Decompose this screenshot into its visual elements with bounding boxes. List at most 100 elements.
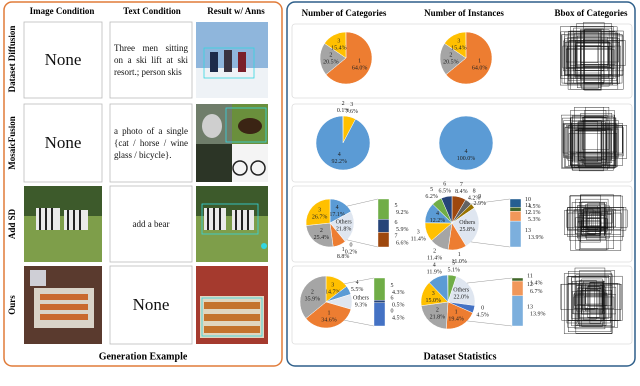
slice-name: 3 <box>350 102 353 108</box>
slice-label: 64.0% <box>352 65 368 71</box>
column-header: Image Condition <box>30 6 95 16</box>
slice-name: 1 <box>455 309 458 315</box>
slice-name: 2 <box>449 53 452 59</box>
bar-segment <box>373 302 386 327</box>
bbox-outline <box>566 276 611 324</box>
slice-label: 34.6% <box>321 318 337 324</box>
slice-name: 4 <box>436 211 439 217</box>
slice-label: 11.9% <box>427 270 442 276</box>
bbox-outline <box>562 45 621 69</box>
connector <box>466 277 513 284</box>
bar-name: 5 <box>395 203 398 209</box>
pie-slice <box>305 222 334 248</box>
slice-name: 5 <box>452 260 455 266</box>
slice-name: 6 <box>443 182 446 188</box>
bbox-outline <box>568 271 612 332</box>
bbox-outline <box>587 286 600 319</box>
bbox-outline <box>574 209 616 228</box>
bbox-outline <box>583 207 613 228</box>
slice-name: 2 <box>436 307 439 313</box>
slice-name: Others <box>459 220 476 226</box>
bbox-outline <box>575 198 609 250</box>
slice-label: 64.0% <box>472 65 488 71</box>
bbox-outline <box>576 23 612 83</box>
bbox-outline <box>569 117 617 166</box>
slice-name: 2 <box>320 228 323 234</box>
slice-name: 5 <box>430 187 433 193</box>
bar-label: 5.3% <box>528 217 541 223</box>
slice-name: 1 <box>358 58 361 64</box>
bbox-outline <box>568 133 617 153</box>
bbox-outline <box>568 30 617 81</box>
slice-name: 8 <box>473 188 476 194</box>
bbox-outline <box>570 110 615 166</box>
bbox-outline <box>566 46 613 68</box>
slice-label: 20.5% <box>443 60 459 66</box>
right-panel <box>286 1 636 367</box>
bbox-outline <box>570 130 614 154</box>
slice-name: 1 <box>328 311 331 317</box>
row-frames <box>291 23 633 345</box>
slice-name: 2 <box>311 289 314 295</box>
bar-name: 7 <box>395 234 398 240</box>
bar-name: 10 <box>525 197 531 203</box>
slice-label: 15.4% <box>451 46 467 52</box>
bbox-outline <box>570 40 626 66</box>
bbox-outline <box>581 32 599 89</box>
column-header: Result w/ Anns <box>207 6 265 16</box>
bar-segment <box>509 211 522 222</box>
bar-name: 0 <box>391 308 394 314</box>
bar-segment <box>373 299 386 303</box>
bbox-outline <box>570 37 618 84</box>
slice-name: 4 <box>433 263 436 269</box>
bbox-outline <box>577 210 601 241</box>
connector <box>470 241 511 248</box>
bar-label: 9.2% <box>396 210 409 216</box>
row-label: Add SD <box>7 208 17 239</box>
bar-segment <box>377 219 390 233</box>
photo <box>24 266 102 344</box>
bar-label: 13.9% <box>528 235 544 241</box>
column-header: Number of Instances <box>424 8 504 18</box>
bar-label: 1.4% <box>530 280 543 286</box>
text-condition: add a bear <box>132 219 170 229</box>
slice-name: 7 <box>460 182 463 188</box>
photo <box>196 266 268 344</box>
slice-name: 3 <box>432 291 435 297</box>
slice-label: 12.2% <box>430 218 446 224</box>
bbox-outline <box>580 194 614 249</box>
pie-slice <box>438 115 494 171</box>
bbox-outline <box>580 290 612 306</box>
pie-slice <box>299 275 327 319</box>
slice-name: 4 <box>336 205 339 211</box>
bbox-outline <box>579 270 615 327</box>
bbox-outline <box>567 37 613 85</box>
slice-label: 35.9% <box>305 296 321 302</box>
bar-segment <box>511 277 524 282</box>
slice-label: 9.3% <box>355 303 368 309</box>
bbox-outline <box>584 28 604 85</box>
text-condition: None <box>132 295 170 314</box>
bbox-outline <box>574 130 607 163</box>
bbox-outline <box>578 213 613 224</box>
slice-name: 4 <box>465 149 468 155</box>
pie-slice <box>420 301 449 330</box>
slice-name: 3 <box>337 39 340 45</box>
bar-name: 12 <box>525 210 531 216</box>
pie-slice <box>440 195 453 224</box>
bar-label: 6.6% <box>396 241 409 247</box>
pie-slice <box>325 31 373 85</box>
bbox-outline <box>577 205 610 239</box>
bbox-outline <box>581 201 600 237</box>
bbox-outline <box>580 195 601 243</box>
bbox-outline <box>566 41 619 63</box>
bar-segment <box>509 220 522 248</box>
bbox-outline <box>584 288 599 309</box>
slice-name: 4 <box>338 152 341 158</box>
slice-label: 26.7% <box>312 215 328 221</box>
bar-name: 13 <box>527 305 533 311</box>
image-condition: None <box>44 133 82 152</box>
bbox-outline <box>567 275 623 321</box>
bbox-outline <box>589 282 603 314</box>
column-header: Number of Categories <box>302 8 387 18</box>
